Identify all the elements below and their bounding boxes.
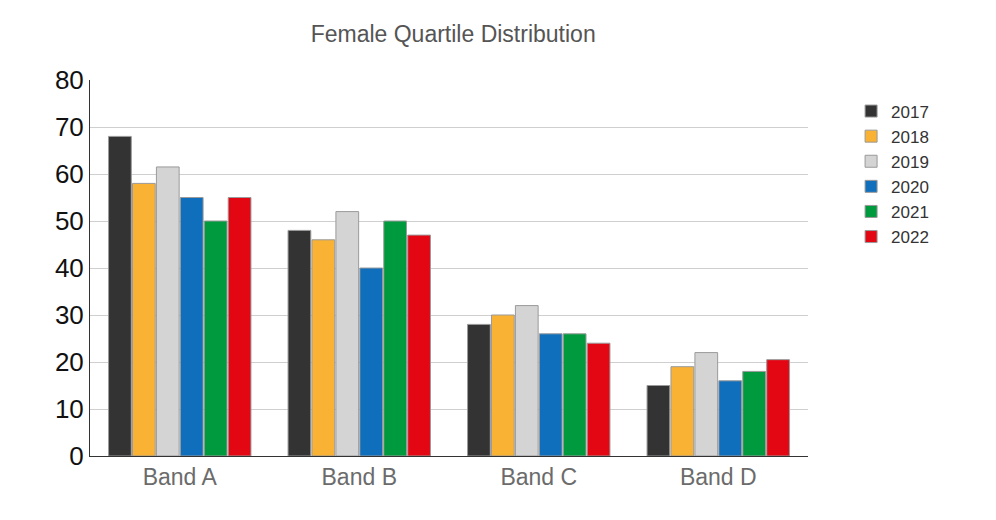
svg-text:Band A: Band A bbox=[143, 464, 218, 490]
svg-text:2020: 2020 bbox=[891, 178, 929, 197]
svg-text:10: 10 bbox=[55, 394, 84, 424]
svg-text:2018: 2018 bbox=[891, 128, 929, 147]
svg-text:2019: 2019 bbox=[891, 153, 929, 172]
svg-text:50: 50 bbox=[55, 206, 84, 236]
svg-text:Female Quartile Distribution: Female Quartile Distribution bbox=[311, 21, 596, 47]
svg-text:Band B: Band B bbox=[322, 464, 397, 490]
svg-text:2017: 2017 bbox=[891, 103, 929, 122]
svg-text:30: 30 bbox=[55, 300, 84, 330]
svg-text:60: 60 bbox=[55, 159, 84, 189]
svg-text:20: 20 bbox=[55, 347, 84, 377]
svg-text:Band C: Band C bbox=[500, 464, 577, 490]
svg-text:Band D: Band D bbox=[680, 464, 757, 490]
svg-text:80: 80 bbox=[55, 65, 84, 95]
svg-text:0: 0 bbox=[69, 441, 83, 471]
svg-text:2022: 2022 bbox=[891, 228, 929, 247]
svg-text:70: 70 bbox=[55, 112, 84, 142]
svg-text:2021: 2021 bbox=[891, 203, 929, 222]
svg-text:40: 40 bbox=[55, 253, 84, 283]
